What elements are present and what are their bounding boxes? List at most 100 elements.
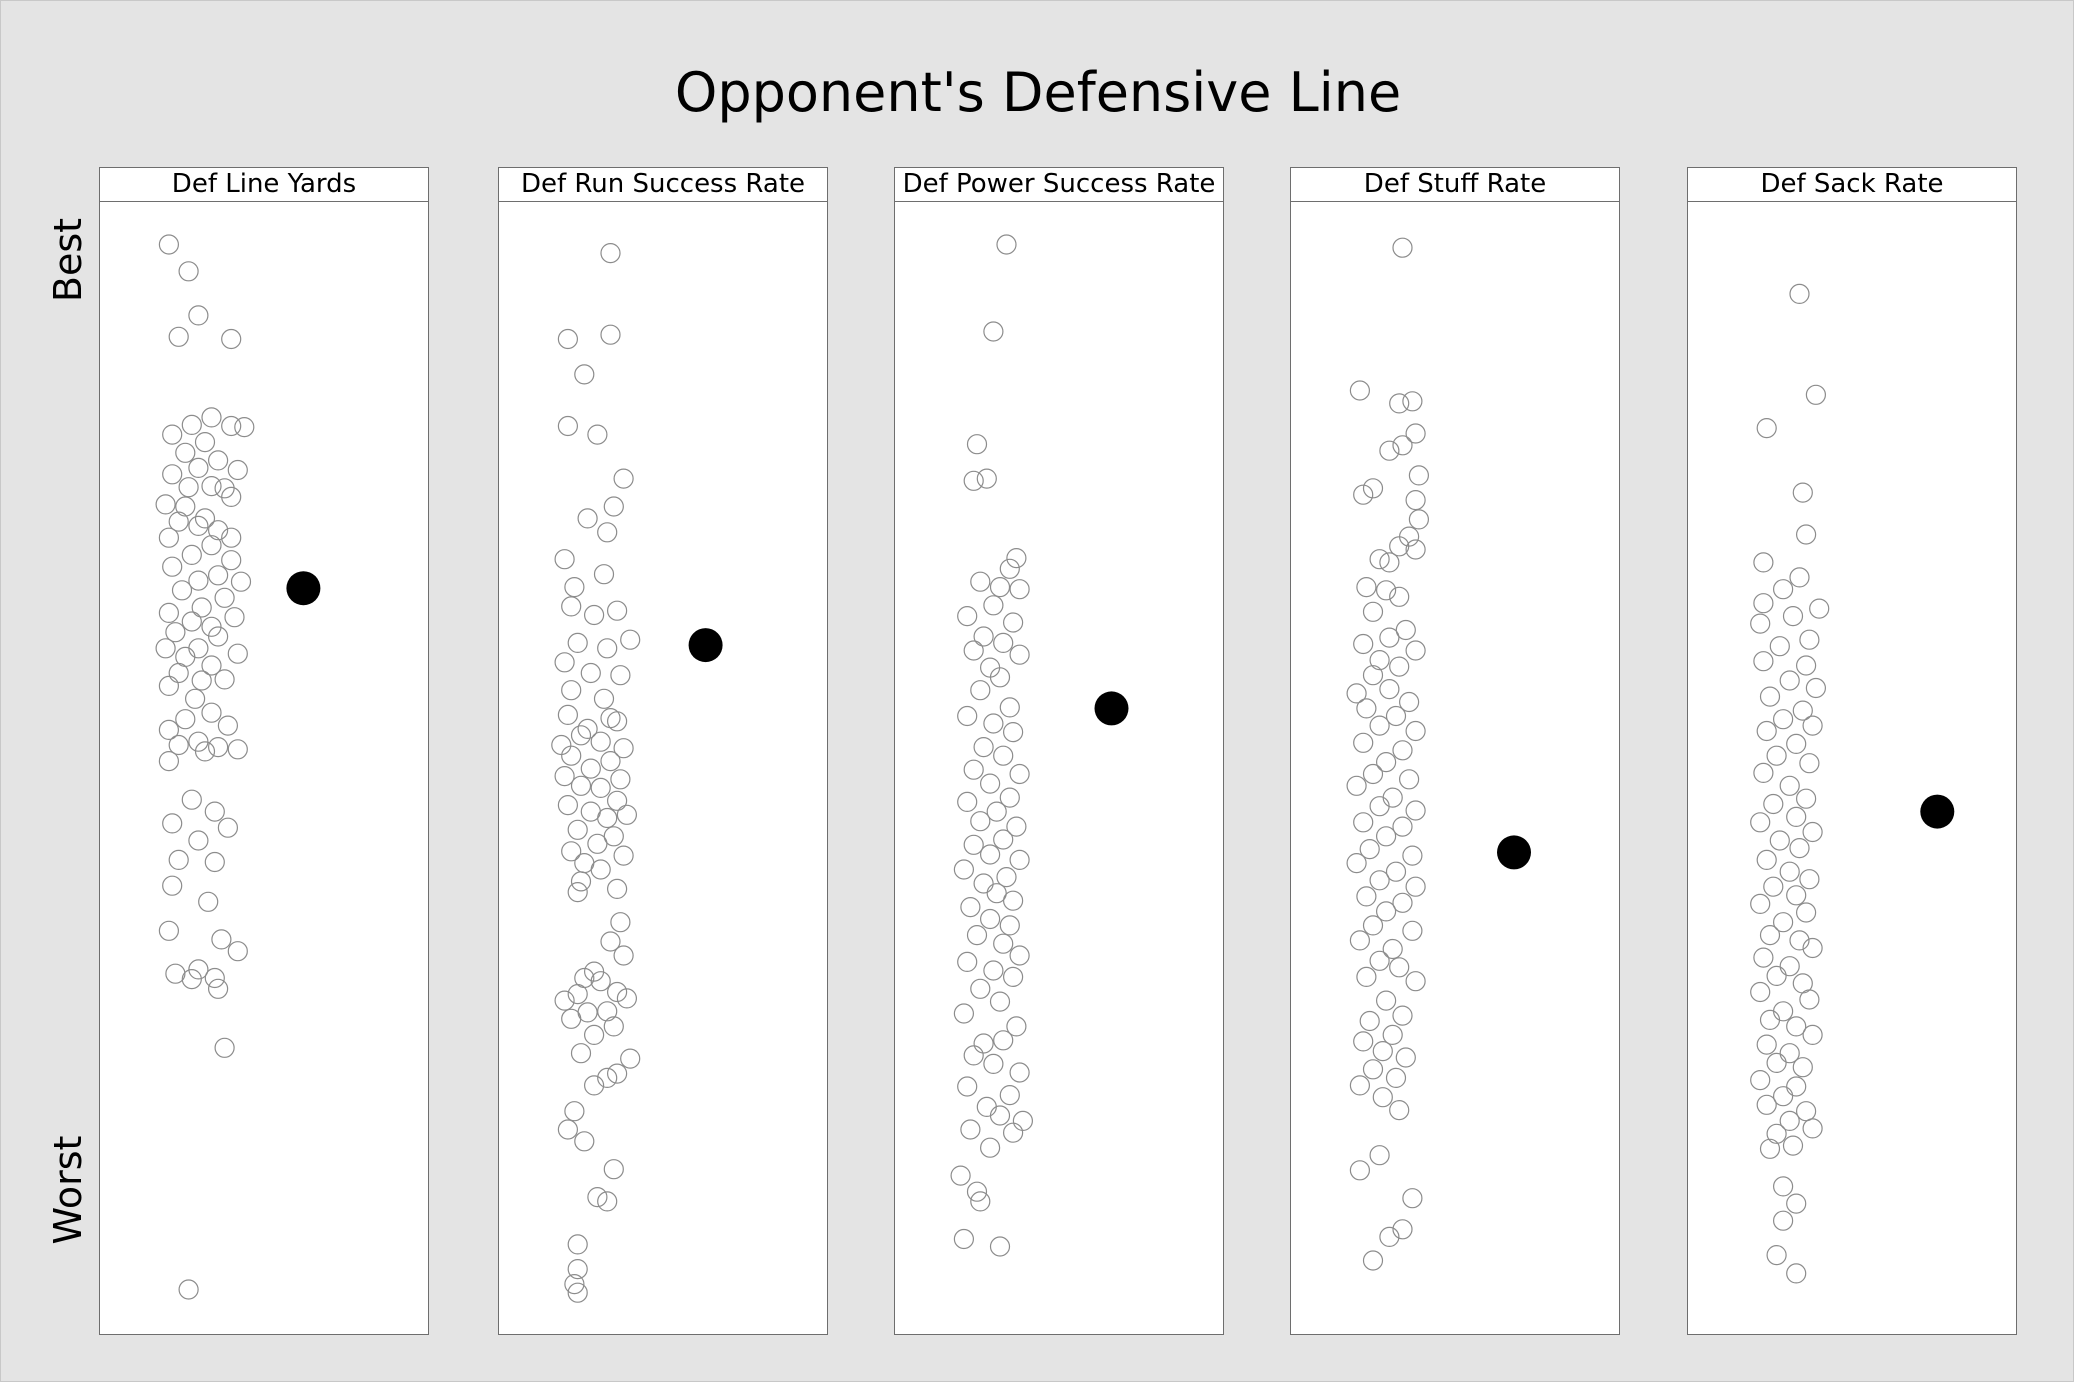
- data-point: [610, 769, 631, 790]
- data-point: [570, 725, 592, 746]
- data-point: [1802, 1118, 1823, 1139]
- data-point: [201, 407, 222, 428]
- data-point: [1759, 924, 1781, 946]
- data-point: [1395, 1047, 1416, 1068]
- data-point: [201, 616, 222, 637]
- data-point: [567, 1282, 588, 1303]
- data-point: [1372, 1040, 1393, 1062]
- data-point: [1769, 636, 1790, 657]
- data-point: [600, 242, 621, 264]
- data-point: [957, 791, 978, 813]
- data-point: [1359, 838, 1380, 860]
- data-point: [564, 1273, 585, 1295]
- data-point: [1766, 965, 1787, 987]
- data-point: [963, 470, 984, 491]
- data-point: [1362, 478, 1384, 499]
- data-point: [966, 924, 988, 946]
- data-point: [953, 1003, 975, 1024]
- data-point: [158, 527, 180, 548]
- data-point: [561, 1008, 582, 1029]
- data-point: [1766, 1244, 1787, 1266]
- data-point: [557, 704, 579, 726]
- data-point: [960, 1119, 981, 1140]
- data-point: [986, 801, 1007, 822]
- data-point: [1002, 612, 1024, 633]
- data-point: [551, 734, 572, 756]
- data-point: [1375, 990, 1397, 1011]
- data-point: [1802, 821, 1823, 843]
- data-point: [1402, 845, 1423, 866]
- data-point: [616, 804, 638, 825]
- data-point: [993, 829, 1014, 850]
- data-point: [1382, 1024, 1403, 1046]
- data-point: [207, 450, 229, 471]
- data-point: [557, 1119, 579, 1140]
- data-point: [567, 819, 588, 840]
- data-point: [201, 655, 222, 676]
- data-point: [1772, 912, 1794, 933]
- data-point: [1009, 579, 1030, 600]
- data-point: [1750, 981, 1771, 1003]
- data-point: [1375, 826, 1397, 847]
- data-point: [224, 607, 245, 628]
- data-point: [597, 522, 618, 543]
- data-point: [214, 478, 235, 499]
- data-point: [1795, 902, 1817, 923]
- data-point: [1362, 601, 1384, 622]
- data-point: [557, 328, 579, 350]
- data-point: [178, 261, 199, 282]
- data-point: [1795, 1101, 1817, 1122]
- data-point: [570, 775, 592, 796]
- data-point: [1389, 957, 1410, 978]
- data-point: [1795, 788, 1817, 809]
- data-point: [1795, 655, 1817, 676]
- data-point: [1756, 720, 1777, 742]
- data-point: [1766, 1123, 1787, 1144]
- data-point: [597, 1067, 618, 1089]
- data-point: [1802, 1024, 1823, 1046]
- data-point: [970, 1191, 991, 1212]
- panel-def-sack-rate: Def Sack Rate: [1687, 167, 2017, 1335]
- data-point: [950, 1165, 971, 1186]
- data-point: [1362, 915, 1384, 936]
- data-point: [1408, 509, 1430, 530]
- data-point: [201, 535, 222, 556]
- data-point: [583, 1024, 605, 1046]
- data-point: [178, 477, 199, 498]
- data-point: [1402, 1188, 1423, 1209]
- data-point: [620, 1048, 641, 1069]
- data-point: [606, 981, 628, 1003]
- data-point: [587, 1186, 608, 1208]
- data-point: [567, 1234, 588, 1255]
- data-point: [211, 929, 232, 950]
- data-point: [1750, 613, 1771, 634]
- data-point: [603, 496, 624, 517]
- data-point: [1398, 769, 1420, 790]
- data-point: [155, 638, 176, 659]
- data-point: [1002, 890, 1024, 911]
- data-point: [1375, 751, 1397, 773]
- data-point: [561, 680, 582, 701]
- data-point: [567, 881, 588, 903]
- data-point: [1750, 1069, 1771, 1091]
- data-point: [1359, 1010, 1380, 1032]
- data-point: [221, 527, 242, 548]
- data-point: [1372, 1087, 1393, 1108]
- data-point: [1786, 1263, 1807, 1284]
- data-point: [564, 577, 585, 598]
- data-point: [1779, 956, 1800, 977]
- data-point: [606, 790, 628, 811]
- data-point: [1379, 627, 1400, 648]
- data-point: [616, 988, 638, 1009]
- data-point: [554, 990, 575, 1011]
- data-point: [1769, 830, 1790, 851]
- data-point: [1792, 1057, 1813, 1078]
- panel-def-run-success-rate: Def Run Success Rate: [498, 167, 828, 1335]
- data-point: [1375, 901, 1397, 922]
- data-point: [1405, 800, 1426, 821]
- data-point: [983, 713, 1004, 734]
- data-point: [214, 1037, 235, 1058]
- data-point: [1346, 852, 1367, 874]
- data-point: [989, 1236, 1011, 1257]
- data-point: [610, 912, 631, 933]
